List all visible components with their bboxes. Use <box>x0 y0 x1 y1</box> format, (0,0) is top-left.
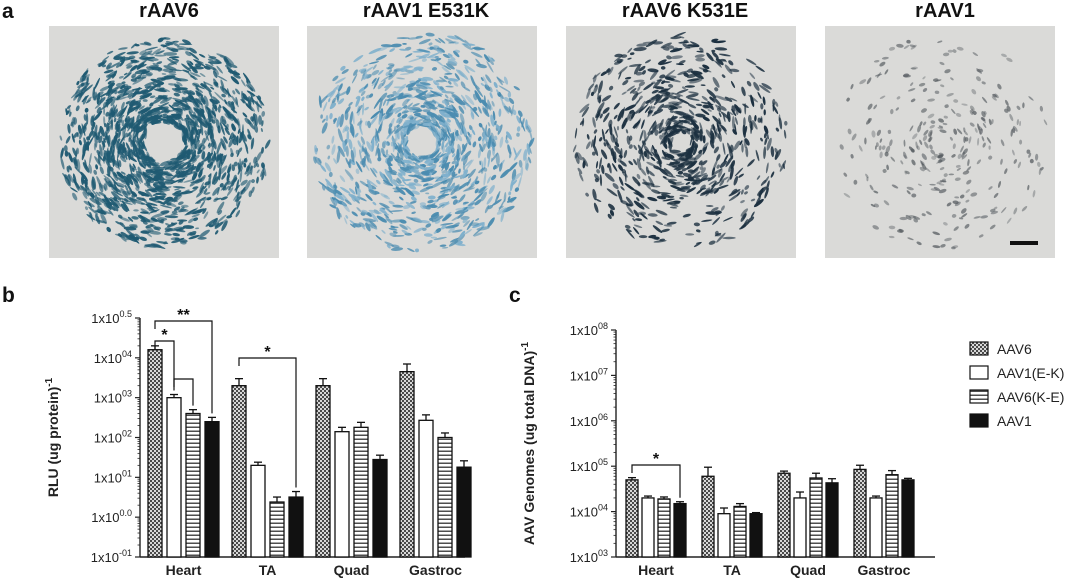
micrograph-rAAV1 <box>825 26 1055 258</box>
chart-b: 1x100.5 1x1004 1x1003 1x1002 1x1001 1x100.0 1x… <box>44 307 472 578</box>
x-tick-label-heart: Heart <box>638 562 674 578</box>
legend-label: AAV6(K-E) <box>997 389 1064 405</box>
panel-letter-a: a <box>2 0 14 23</box>
panel-letter-b: b <box>2 284 15 307</box>
micrograph-rAAV1-E531K <box>307 26 537 258</box>
x-tick-label-quad: Quad <box>334 562 370 578</box>
bar-quad-aav1 <box>825 482 839 558</box>
bar-gastroc-aav1 <box>456 466 472 558</box>
legend-swatch-aav1-e-k- <box>969 365 989 380</box>
legend-swatch-aav1 <box>969 413 989 428</box>
bar-gastroc-aav6 <box>853 468 867 558</box>
bar-ta-aav1 <box>749 513 763 558</box>
y-tick-label: 1x1003 <box>94 389 132 406</box>
y-tick-label: 1x1002 <box>94 429 132 446</box>
significance-bracket <box>154 320 213 414</box>
bar-heart-aav6 <box>147 349 163 558</box>
bar-ta-aav6-k-e- <box>269 501 285 558</box>
bar-ta-aav1 <box>288 496 304 558</box>
cell-texture <box>839 39 1048 250</box>
significance-label: * <box>161 327 168 344</box>
y-tick-label: 1x100.5 <box>91 309 132 326</box>
bar-ta-aav1-e-k- <box>717 513 731 558</box>
significance-bracket <box>154 340 175 391</box>
y-tick-label: 1x1003 <box>570 548 608 565</box>
image-title-3: rAAV6 K531E <box>621 0 749 22</box>
panel-letter-c: c <box>509 284 521 307</box>
bar-gastroc-aav6 <box>399 370 415 558</box>
legend-label: AAV1 <box>997 413 1032 429</box>
significance-label: * <box>264 344 271 361</box>
image-title-1: rAAV6 <box>139 0 199 22</box>
legend-label: AAV1(E-K) <box>997 365 1064 381</box>
y-tick-label: 1x1008 <box>570 321 608 338</box>
bar-gastroc-aav6-k-e- <box>437 436 453 558</box>
y-axis-label: RLU (ug protein)-1 <box>44 377 61 497</box>
bar-quad-aav1-e-k- <box>793 497 807 558</box>
significance-label: ** <box>177 307 190 324</box>
micrograph-rAAV6-K531E <box>566 26 796 258</box>
micrograph-rAAV6 <box>49 26 279 258</box>
bar-quad-aav6-k-e- <box>809 477 823 558</box>
bar-ta-aav1-e-k- <box>250 464 266 558</box>
bar-gastroc-aav1 <box>901 479 915 558</box>
y-tick-label: 1x1004 <box>570 503 608 520</box>
y-tick-label: 1x1001 <box>94 468 132 485</box>
y-tick-label: 1x1007 <box>570 366 608 383</box>
y-tick-label: 1x1004 <box>94 349 132 366</box>
bar-gastroc-aav1-e-k- <box>869 497 883 558</box>
legend: AAV6 AAV1(E-K) AAV6(K-E) AAV1 <box>969 341 1064 429</box>
x-tick-label-heart: Heart <box>166 562 202 578</box>
bar-gastroc-aav6-k-e- <box>885 474 899 558</box>
x-tick-label-ta: TA <box>723 562 741 578</box>
bar-quad-aav6-k-e- <box>353 426 369 558</box>
bar-heart-aav1-e-k- <box>641 497 655 558</box>
bar-heart-aav6-k-e- <box>657 498 671 558</box>
bar-quad-aav6 <box>315 385 331 558</box>
y-axis-label: AAV Genomes (ug total DNA)-1 <box>520 342 537 546</box>
scale-bar <box>1010 241 1038 245</box>
image-title-4: rAAV1 <box>915 0 975 22</box>
bar-quad-aav1 <box>372 458 388 558</box>
chart-c: 1x1008 1x1007 1x1006 1x1005 1x1004 1x1003 AAV … <box>520 321 935 578</box>
significance-bracket <box>631 464 681 498</box>
cell-texture <box>313 32 535 253</box>
cell-texture <box>59 37 271 249</box>
y-tick-label: 1x10-01 <box>91 548 132 565</box>
significance-bracket <box>173 378 194 406</box>
y-tick-label: 1x1005 <box>570 457 608 474</box>
bar-heart-aav1 <box>204 420 220 558</box>
y-tick-label: 1x1006 <box>570 412 608 429</box>
legend-swatch-aav6 <box>969 341 989 356</box>
x-tick-label-gastroc: Gastroc <box>858 562 911 578</box>
bar-quad-aav1-e-k- <box>334 431 350 558</box>
bar-gastroc-aav1-e-k- <box>418 419 434 558</box>
bar-heart-aav1 <box>673 502 687 558</box>
bar-heart-aav6 <box>625 479 639 558</box>
x-tick-label-quad: Quad <box>790 562 826 578</box>
bar-ta-aav6-k-e- <box>733 505 747 558</box>
x-tick-label-ta: TA <box>259 562 277 578</box>
bar-heart-aav6-k-e- <box>185 412 201 558</box>
cell-texture <box>572 31 788 248</box>
bar-quad-aav6 <box>777 472 791 558</box>
significance-bracket <box>238 357 297 488</box>
bar-ta-aav6 <box>231 385 247 558</box>
image-title-2: rAAV1 E531K <box>362 0 490 22</box>
x-tick-label-gastroc: Gastroc <box>409 562 462 578</box>
legend-label: AAV6 <box>997 341 1032 357</box>
significance-label: * <box>653 451 660 468</box>
bar-ta-aav6 <box>701 475 715 558</box>
legend-swatch-aav6-k-e- <box>969 389 989 404</box>
bar-heart-aav1-e-k- <box>166 397 182 558</box>
y-tick-label: 1x100.0 <box>91 508 132 525</box>
